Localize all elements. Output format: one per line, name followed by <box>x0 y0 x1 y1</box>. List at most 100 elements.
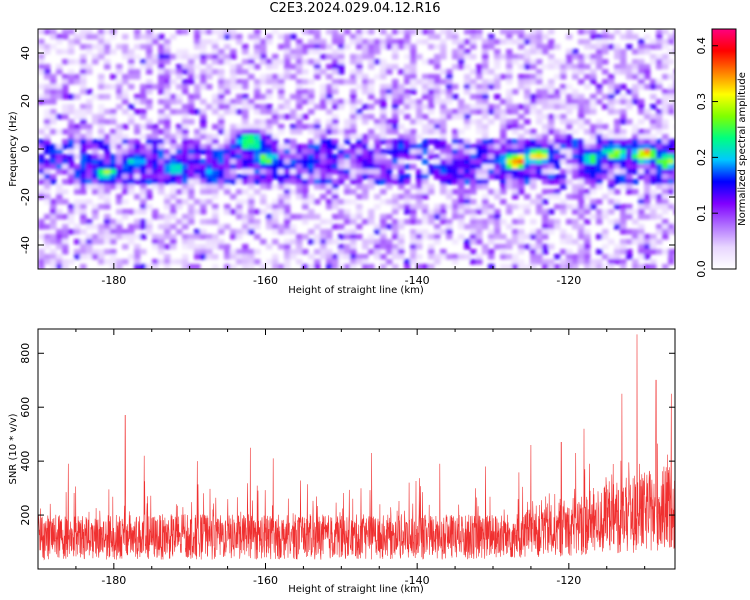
heatmap-cell <box>458 204 465 210</box>
heatmap-cell <box>380 59 387 65</box>
heatmap-cell <box>122 234 129 240</box>
heatmap-cell <box>584 119 591 125</box>
heatmap-cell <box>392 114 399 120</box>
heatmap-cell <box>464 89 471 95</box>
heatmap-cell <box>656 114 663 120</box>
heatmap-cell <box>266 129 273 135</box>
heatmap-cell <box>122 214 129 220</box>
heatmap-cell <box>74 224 81 230</box>
heatmap-cell <box>200 114 207 120</box>
heatmap-cell <box>296 154 303 160</box>
heatmap-cell <box>578 209 585 215</box>
heatmap-cell <box>428 79 435 85</box>
heatmap-cell <box>374 39 381 45</box>
heatmap-cell <box>218 94 225 100</box>
heatmap-cell <box>86 109 93 115</box>
heatmap-cell <box>134 74 141 80</box>
heatmap-cell <box>350 54 357 60</box>
heatmap-cell <box>662 194 669 200</box>
heatmap-cell <box>572 224 579 230</box>
heatmap-cell <box>464 194 471 200</box>
heatmap-cell <box>560 114 567 120</box>
heatmap-cell <box>314 74 321 80</box>
heatmap-cell <box>488 249 495 255</box>
heatmap-cell <box>62 129 69 135</box>
heatmap-cell <box>284 144 291 150</box>
heatmap-cell <box>92 144 99 150</box>
heatmap-cell <box>626 169 633 175</box>
heatmap-cell <box>632 164 639 170</box>
heatmap-cell <box>668 204 675 210</box>
heatmap-cell <box>38 234 45 240</box>
heatmap-cell <box>38 219 45 225</box>
heatmap-cell <box>98 174 105 180</box>
heatmap-cell <box>326 159 333 165</box>
heatmap-cell <box>536 229 543 235</box>
heatmap-cell <box>170 174 177 180</box>
heatmap-cell <box>554 94 561 100</box>
heatmap-cell <box>590 99 597 105</box>
heatmap-cell <box>470 79 477 85</box>
heatmap-cell <box>500 29 507 35</box>
heatmap-cell <box>320 129 327 135</box>
heatmap-cell <box>626 99 633 105</box>
heatmap-cell <box>230 64 237 70</box>
heatmap-cell <box>146 204 153 210</box>
heatmap-cell <box>530 159 537 165</box>
heatmap-cell <box>584 189 591 195</box>
heatmap-cell <box>536 44 543 50</box>
heatmap-cell <box>584 154 591 160</box>
heatmap-cell <box>548 79 555 85</box>
heatmap-cell <box>170 184 177 190</box>
heatmap-cell <box>500 139 507 145</box>
heatmap-cell <box>308 59 315 65</box>
heatmap-cell <box>464 109 471 115</box>
heatmap-cell <box>86 99 93 105</box>
heatmap-cell <box>92 44 99 50</box>
heatmap-cell <box>446 149 453 155</box>
heatmap-cell <box>614 159 621 165</box>
heatmap-cell <box>476 144 483 150</box>
heatmap-cell <box>530 254 537 260</box>
heatmap-cell <box>560 119 567 125</box>
heatmap-cell <box>404 174 411 180</box>
heatmap-cell <box>242 159 249 165</box>
heatmap-cell <box>386 124 393 130</box>
heatmap-cell <box>488 229 495 235</box>
heatmap-cell <box>560 184 567 190</box>
heatmap-cell <box>572 154 579 160</box>
heatmap-cell <box>296 214 303 220</box>
heatmap-cell <box>632 69 639 75</box>
heatmap-cell <box>278 144 285 150</box>
heatmap-cell <box>56 149 63 155</box>
heatmap-cell <box>242 84 249 90</box>
heatmap-cell <box>254 64 261 70</box>
heatmap-cell <box>248 184 255 190</box>
heatmap-cell <box>326 74 333 80</box>
heatmap-cell <box>116 209 123 215</box>
heatmap-cell <box>44 144 51 150</box>
heatmap-cell <box>458 44 465 50</box>
heatmap-cell <box>554 64 561 70</box>
heatmap-cell <box>338 209 345 215</box>
heatmap-cell <box>572 164 579 170</box>
heatmap-cell <box>188 94 195 100</box>
heatmap-cell <box>638 39 645 45</box>
heatmap-cell <box>488 239 495 245</box>
heatmap-cell <box>314 174 321 180</box>
heatmap-cell <box>74 239 81 245</box>
heatmap-cell <box>458 224 465 230</box>
heatmap-cell <box>584 39 591 45</box>
heatmap-cell <box>344 154 351 160</box>
heatmap-cell <box>146 159 153 165</box>
heatmap-cell <box>236 189 243 195</box>
heatmap-cell <box>236 64 243 70</box>
heatmap-cell <box>392 109 399 115</box>
heatmap-cell <box>590 34 597 40</box>
heatmap-cell <box>572 129 579 135</box>
heatmap-cell <box>620 229 627 235</box>
heatmap-cell <box>404 34 411 40</box>
heatmap-cell <box>398 109 405 115</box>
heatmap-cell <box>536 79 543 85</box>
heatmap-cell <box>356 29 363 35</box>
